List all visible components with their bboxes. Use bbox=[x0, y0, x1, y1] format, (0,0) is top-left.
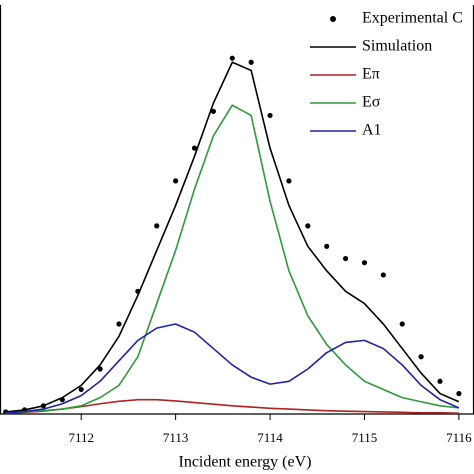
series-line bbox=[5, 398, 459, 414]
data-point bbox=[248, 59, 254, 65]
data-point bbox=[78, 386, 84, 393]
legend-label: Simulation bbox=[362, 38, 432, 55]
data-point bbox=[154, 223, 160, 229]
x-tick-label: 7116 bbox=[446, 430, 472, 445]
data-point bbox=[342, 255, 349, 262]
x-tick-label: 7115 bbox=[352, 430, 378, 445]
series-line bbox=[5, 323, 460, 414]
legend-label: Experimental C bbox=[362, 10, 463, 27]
x-tick-label: 7114 bbox=[257, 430, 283, 445]
data-point bbox=[97, 366, 103, 372]
series-line bbox=[5, 61, 460, 413]
legend-marker bbox=[330, 16, 336, 22]
data-point bbox=[173, 178, 179, 184]
data-point bbox=[229, 55, 235, 61]
data-point bbox=[286, 178, 292, 184]
x-axis-label: Incident energy (eV) bbox=[179, 454, 312, 471]
series-line bbox=[5, 104, 459, 414]
data-point bbox=[210, 108, 216, 114]
data-point bbox=[324, 243, 330, 249]
x-tick-label: 7113 bbox=[163, 430, 189, 445]
data-point bbox=[380, 272, 386, 278]
data-point bbox=[361, 260, 368, 266]
legend-label: A1 bbox=[362, 122, 382, 139]
legend-label: Eπ bbox=[362, 66, 380, 83]
data-point bbox=[437, 378, 443, 384]
data-point bbox=[116, 321, 122, 327]
legend-label: Eσ bbox=[362, 94, 381, 111]
data-point bbox=[305, 223, 311, 229]
data-point bbox=[399, 321, 405, 327]
x-tick-label: 7112 bbox=[68, 430, 94, 445]
data-point bbox=[191, 145, 198, 151]
data-point bbox=[456, 390, 462, 397]
data-point bbox=[418, 354, 424, 360]
data-point bbox=[267, 112, 273, 119]
